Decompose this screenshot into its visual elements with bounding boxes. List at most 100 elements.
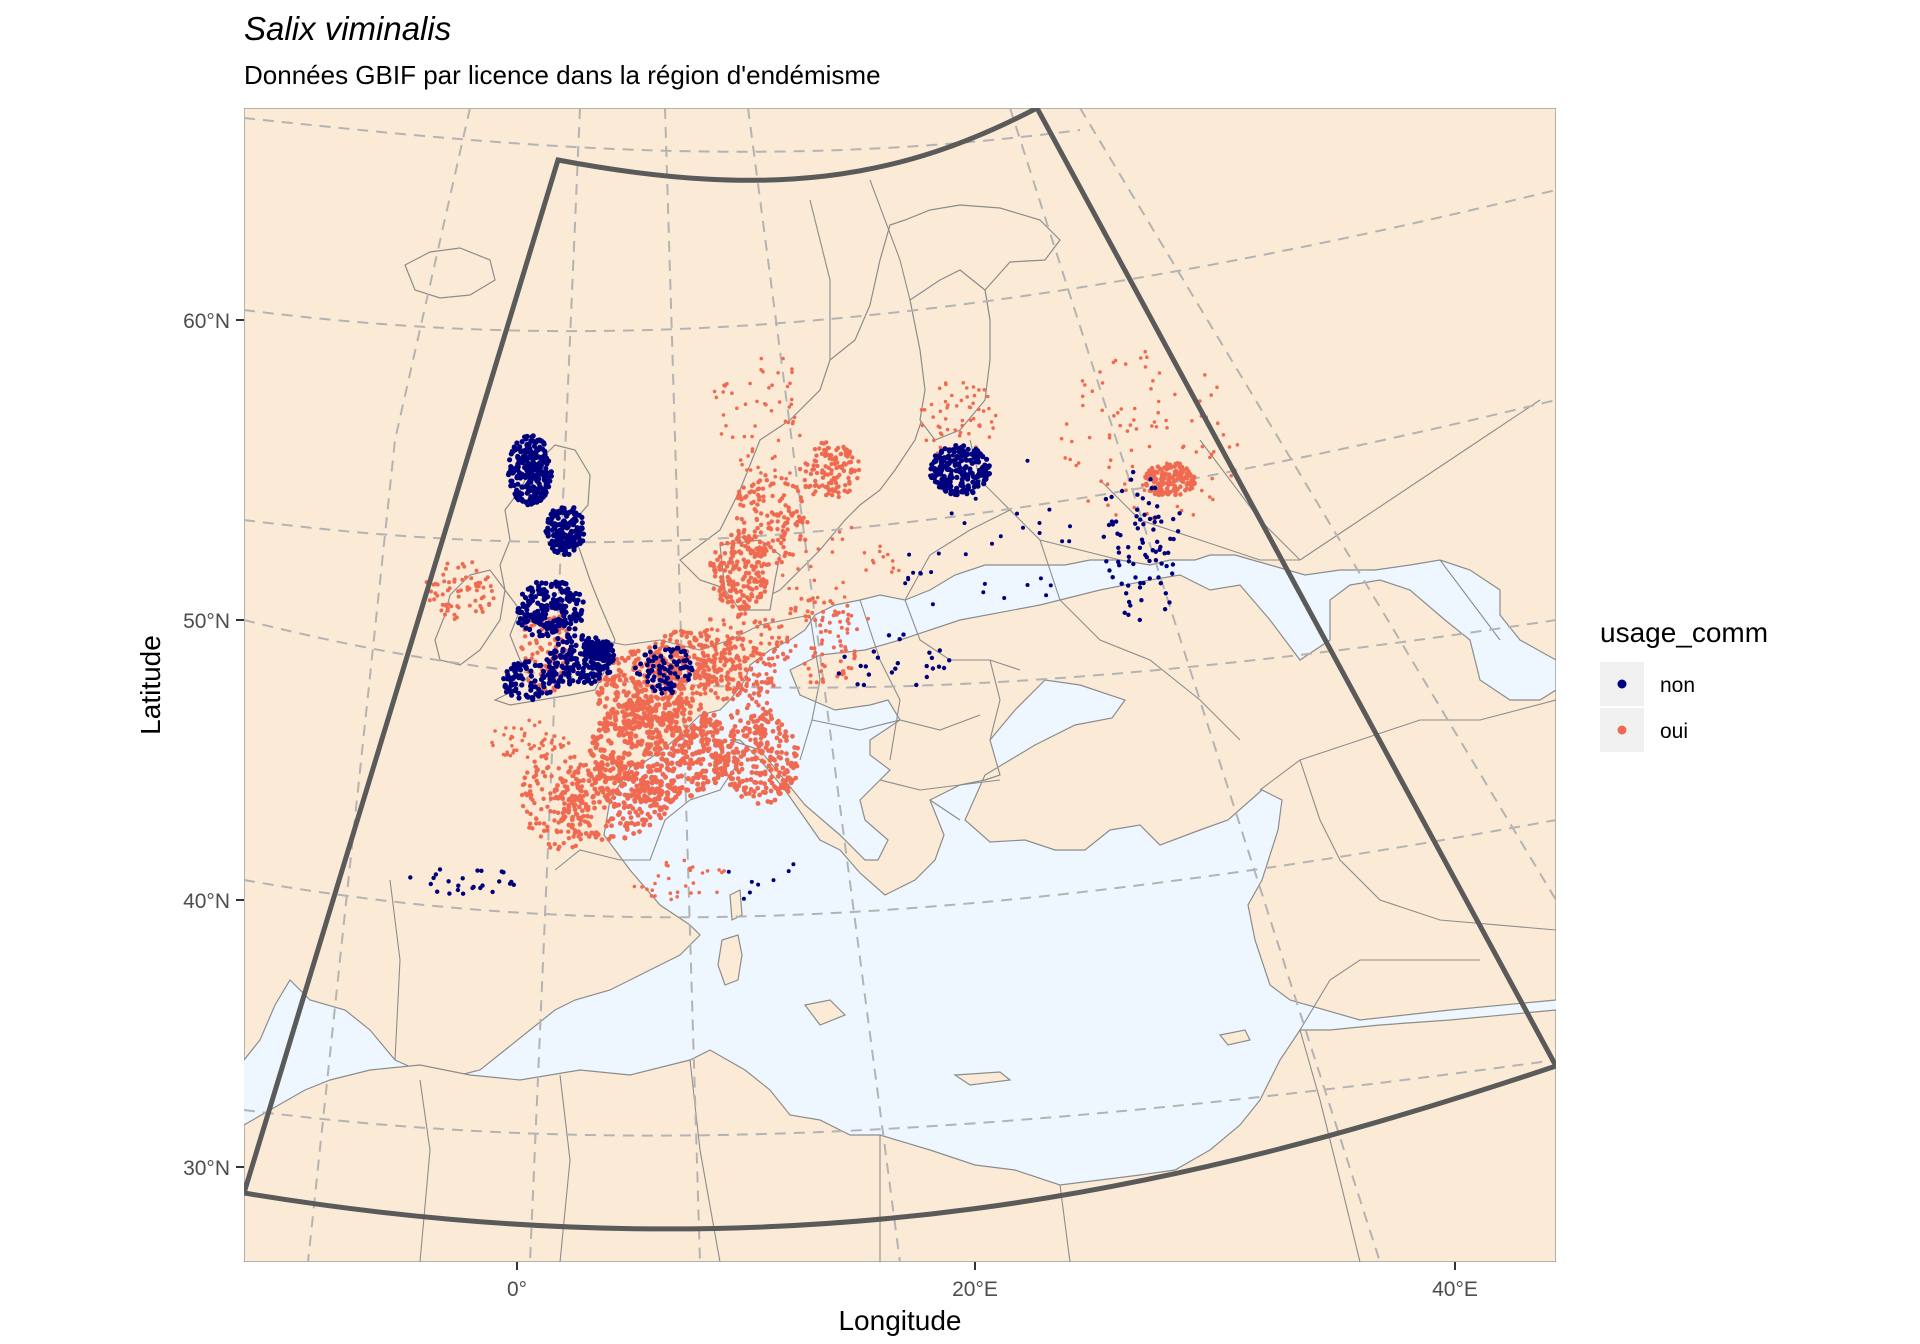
occurrence-point-oui <box>743 611 748 616</box>
occurrence-point-oui <box>744 726 749 731</box>
occurrence-point-non <box>536 481 542 487</box>
occurrence-point-oui <box>766 656 771 661</box>
occurrence-point-oui <box>749 483 755 489</box>
occurrence-point-oui <box>705 664 710 669</box>
occurrence-point-oui <box>646 769 652 775</box>
occurrence-point-oui <box>774 762 779 768</box>
occurrence-point-non <box>529 585 535 592</box>
occurrence-point-non <box>536 686 542 693</box>
occurrence-point-non <box>658 686 664 692</box>
occurrence-point-oui <box>657 746 663 752</box>
occurrence-point-oui <box>599 837 605 842</box>
occurrence-point-oui <box>721 390 725 394</box>
occurrence-point-oui <box>787 775 792 781</box>
occurrence-point-non <box>522 619 529 625</box>
occurrence-point-non <box>958 444 965 450</box>
occurrence-point-non <box>455 887 461 893</box>
occurrence-point-non <box>791 862 796 867</box>
occurrence-point-oui <box>724 696 730 701</box>
occurrence-point-oui <box>680 756 686 763</box>
occurrence-point-oui <box>1185 486 1189 491</box>
occurrence-point-oui <box>1151 479 1157 485</box>
occurrence-point-oui <box>698 724 704 730</box>
occurrence-point-non <box>525 459 531 465</box>
occurrence-point-oui <box>714 641 719 646</box>
occurrence-points <box>408 349 1240 902</box>
occurrence-point-oui <box>734 746 739 751</box>
occurrence-point-oui <box>717 567 723 572</box>
occurrence-point-oui <box>761 652 766 657</box>
occurrence-point-oui <box>523 791 528 796</box>
occurrence-point-oui <box>808 471 814 477</box>
occurrence-point-oui <box>823 448 828 454</box>
occurrence-point-oui <box>643 693 649 700</box>
occurrence-point-non <box>509 879 514 885</box>
occurrence-point-oui <box>556 820 561 825</box>
occurrence-point-oui <box>649 776 655 781</box>
occurrence-point-non <box>569 656 575 662</box>
occurrence-point-oui <box>534 640 539 646</box>
occurrence-point-oui <box>669 760 675 766</box>
occurrence-point-oui <box>780 528 785 534</box>
occurrence-point-non <box>674 646 680 651</box>
occurrence-point-non <box>1138 580 1143 586</box>
occurrence-point-oui <box>1070 439 1074 444</box>
occurrence-point-oui <box>735 637 740 642</box>
occurrence-point-oui <box>715 771 722 777</box>
occurrence-point-oui <box>770 538 776 543</box>
occurrence-point-non <box>663 647 668 653</box>
occurrence-point-oui <box>616 755 622 761</box>
occurrence-point-oui <box>595 690 601 695</box>
occurrence-point-oui <box>818 623 823 628</box>
occurrence-point-oui <box>1130 464 1135 469</box>
occurrence-point-oui <box>848 459 854 465</box>
occurrence-point-oui <box>958 430 963 435</box>
occurrence-point-oui <box>845 627 850 632</box>
occurrence-point-oui <box>760 570 765 575</box>
occurrence-point-oui <box>686 716 693 722</box>
occurrence-point-non <box>858 663 863 669</box>
occurrence-point-oui <box>1129 448 1134 453</box>
occurrence-point-non <box>574 531 580 537</box>
occurrence-point-oui <box>971 401 975 406</box>
occurrence-point-oui <box>609 823 614 829</box>
occurrence-point-oui <box>812 578 817 583</box>
occurrence-point-oui <box>777 556 782 562</box>
occurrence-point-oui <box>812 483 818 488</box>
occurrence-point-oui <box>734 516 740 521</box>
occurrence-point-oui <box>555 810 561 815</box>
occurrence-point-non <box>959 457 965 464</box>
occurrence-point-oui <box>473 598 478 603</box>
occurrence-point-oui <box>803 469 809 474</box>
occurrence-point-oui <box>761 498 766 503</box>
occurrence-point-non <box>564 659 570 666</box>
occurrence-point-non <box>1025 583 1030 587</box>
occurrence-point-oui <box>1160 471 1164 475</box>
occurrence-point-non <box>1144 555 1150 560</box>
occurrence-point-oui <box>528 746 533 751</box>
occurrence-point-non <box>431 875 436 881</box>
occurrence-point-oui <box>878 544 882 549</box>
occurrence-point-oui <box>802 477 807 483</box>
occurrence-point-oui <box>776 754 782 760</box>
occurrence-point-non <box>564 639 570 646</box>
occurrence-point-oui <box>493 729 497 733</box>
occurrence-point-non <box>929 570 934 575</box>
occurrence-point-oui <box>783 782 788 787</box>
occurrence-point-non <box>548 473 554 479</box>
occurrence-point-non <box>657 677 663 683</box>
occurrence-point-oui <box>571 834 576 839</box>
occurrence-point-oui <box>649 714 656 720</box>
occurrence-point-oui <box>520 738 524 743</box>
occurrence-point-oui <box>720 749 725 755</box>
land-cyprus <box>1218 1029 1251 1046</box>
occurrence-point-non <box>866 672 872 677</box>
occurrence-point-oui <box>672 741 678 747</box>
occurrence-point-oui <box>1159 482 1163 487</box>
occurrence-point-oui <box>570 799 575 804</box>
occurrence-point-oui <box>755 551 760 556</box>
occurrence-point-oui <box>539 807 544 812</box>
occurrence-point-oui <box>662 811 667 817</box>
occurrence-point-oui <box>474 588 479 593</box>
occurrence-point-oui <box>831 645 836 650</box>
